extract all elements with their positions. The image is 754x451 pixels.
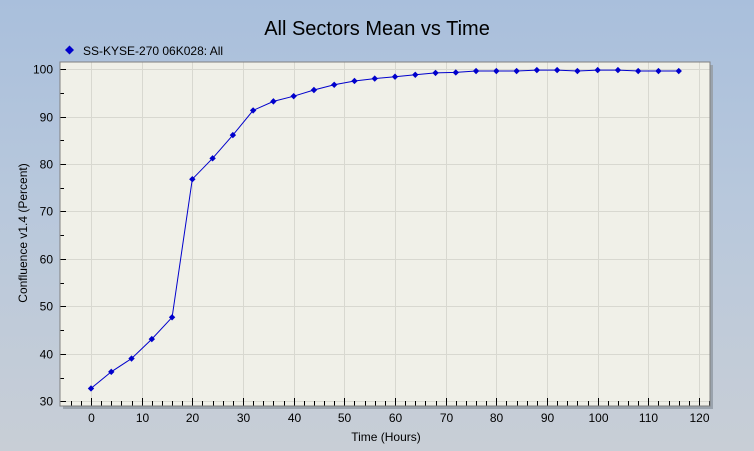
data-point bbox=[574, 67, 581, 75]
x-tick-label: 100 bbox=[588, 411, 608, 425]
x-axis-ticks: 0 10 20 30 40 50 60 70 80 90 100 110 120 bbox=[88, 398, 710, 425]
data-point bbox=[351, 77, 358, 85]
data-point bbox=[472, 67, 480, 75]
data-point bbox=[655, 67, 662, 75]
series-line bbox=[90, 69, 679, 389]
data-point bbox=[189, 175, 196, 183]
y-tick-label: 30 bbox=[40, 395, 54, 409]
data-point bbox=[168, 314, 176, 321]
data-point bbox=[249, 107, 257, 114]
data-point bbox=[553, 66, 561, 74]
chart-title: All Sectors Mean vs Time bbox=[264, 18, 490, 40]
data-point bbox=[209, 155, 216, 162]
x-tick-label: 0 bbox=[88, 411, 95, 425]
data-point bbox=[229, 131, 237, 139]
y-tick-label: 60 bbox=[40, 253, 54, 267]
gridlines bbox=[60, 62, 710, 406]
data-point bbox=[290, 92, 297, 100]
y-tick-label: 50 bbox=[40, 300, 54, 314]
plot-border bbox=[59, 61, 711, 407]
y-tick-label: 70 bbox=[40, 205, 54, 219]
x-tick-label: 70 bbox=[440, 411, 454, 425]
y-tick-label: 80 bbox=[40, 158, 54, 172]
data-point bbox=[391, 73, 399, 80]
legend-entry: SS-KYSE-270 06K028: All bbox=[83, 44, 223, 58]
data-point bbox=[493, 67, 500, 75]
data-point bbox=[594, 66, 601, 74]
data-point bbox=[128, 355, 135, 362]
data-point bbox=[310, 86, 318, 94]
x-tick-label: 90 bbox=[541, 411, 555, 425]
x-tick-label: 60 bbox=[389, 411, 403, 425]
y-axis-ticks: 30 40 50 60 70 80 90 100 bbox=[33, 63, 66, 409]
x-tick-label: 120 bbox=[689, 411, 709, 425]
y-tick-label: 40 bbox=[40, 348, 54, 362]
data-point bbox=[87, 385, 95, 392]
data-point bbox=[533, 66, 541, 74]
x-axis-label: Time (Hours) bbox=[351, 430, 421, 444]
x-tick-label: 80 bbox=[490, 411, 504, 425]
data-point bbox=[331, 81, 338, 88]
x-tick-label: 30 bbox=[237, 411, 251, 425]
plot-area bbox=[60, 62, 710, 406]
data-point bbox=[513, 67, 520, 75]
x-tick-label: 40 bbox=[288, 411, 302, 425]
legend-marker bbox=[65, 45, 74, 55]
x-tick-label: 20 bbox=[186, 411, 200, 425]
data-point bbox=[452, 69, 459, 76]
y-tick-label: 90 bbox=[40, 111, 54, 125]
x-tick-label: 50 bbox=[338, 411, 352, 425]
data-point bbox=[270, 98, 277, 105]
data-point bbox=[635, 67, 642, 75]
data-point bbox=[412, 71, 419, 79]
series-layer bbox=[87, 66, 682, 392]
y-tick-label: 100 bbox=[33, 63, 53, 77]
y-axis-label: Confluence v1.4 (Percent) bbox=[16, 163, 30, 302]
x-tick-label: 10 bbox=[136, 411, 150, 425]
data-point bbox=[432, 69, 439, 77]
data-point bbox=[675, 67, 682, 75]
data-point bbox=[108, 368, 115, 376]
x-tick-label: 110 bbox=[639, 411, 658, 425]
minor-ticks bbox=[60, 93, 710, 406]
data-point bbox=[148, 335, 155, 343]
data-point bbox=[614, 66, 622, 74]
data-point bbox=[371, 75, 378, 82]
